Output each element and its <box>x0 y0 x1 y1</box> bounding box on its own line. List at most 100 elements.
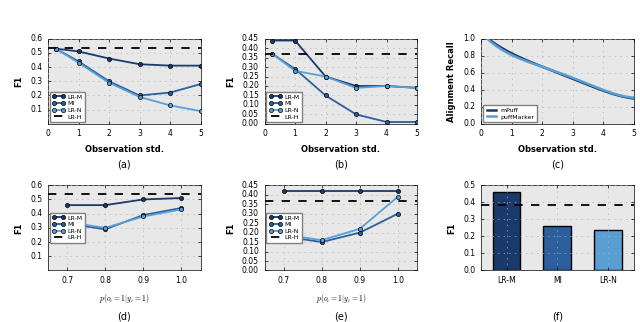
LR-N <box>196 109 204 113</box>
X-axis label: $p(o_i=1|y_i=1)$: $p(o_i=1|y_i=1)$ <box>99 292 150 305</box>
LR-N <box>140 214 147 218</box>
LR-M <box>291 39 299 43</box>
LR-N <box>177 207 185 211</box>
puffMarker <box>480 34 488 38</box>
MI <box>52 47 60 51</box>
LR-M <box>413 86 421 90</box>
LR-M <box>394 189 402 193</box>
LR-N <box>394 195 402 199</box>
puffMarker <box>616 93 623 97</box>
mPuff <box>606 91 614 95</box>
Text: (d): (d) <box>117 311 131 321</box>
LR-M <box>52 47 60 51</box>
MI <box>63 222 71 225</box>
MI <box>394 212 402 216</box>
LR-M <box>166 64 174 68</box>
MI <box>352 112 360 116</box>
Line: MI: MI <box>282 212 400 244</box>
LR-M <box>177 196 185 200</box>
MI <box>75 60 83 63</box>
LR-N <box>52 47 60 51</box>
MI <box>318 240 326 244</box>
Y-axis label: F1: F1 <box>226 75 235 87</box>
Text: (b): (b) <box>334 160 348 170</box>
puffMarker <box>606 90 614 94</box>
Y-axis label: Alignment Recall: Alignment Recall <box>447 41 456 122</box>
LR-H <box>260 52 268 56</box>
Line: LR-N: LR-N <box>54 46 203 113</box>
LR-M <box>136 62 143 66</box>
Bar <box>493 192 520 270</box>
MI <box>413 120 421 124</box>
Bar <box>594 230 622 270</box>
LR-M <box>383 84 390 88</box>
X-axis label: Observation std.: Observation std. <box>518 145 597 154</box>
Legend: LR-M, MI, LR-N, LR-H: LR-M, MI, LR-N, LR-H <box>266 92 301 122</box>
Line: MI: MI <box>270 52 419 124</box>
MI <box>196 82 204 86</box>
Bar <box>543 226 572 270</box>
Y-axis label: F1: F1 <box>14 222 24 234</box>
LR-H <box>75 46 83 50</box>
X-axis label: $p(o_i=1|y_i=1)$: $p(o_i=1|y_i=1)$ <box>316 292 366 305</box>
MI <box>268 52 276 56</box>
LR-N <box>280 232 287 236</box>
Legend: mPuff, puffMarker: mPuff, puffMarker <box>483 105 537 122</box>
puffMarker <box>481 34 488 38</box>
Line: MI: MI <box>65 206 184 232</box>
LR-N <box>63 220 71 224</box>
LR-M <box>105 57 113 61</box>
MI <box>383 120 390 124</box>
LR-N <box>352 86 360 90</box>
Line: LR-N: LR-N <box>270 52 419 90</box>
MI <box>166 91 174 95</box>
LR-H <box>291 52 299 56</box>
puffMarker <box>630 96 637 99</box>
Text: (c): (c) <box>551 160 564 170</box>
Y-axis label: F1: F1 <box>14 75 24 87</box>
X-axis label: Observation std.: Observation std. <box>84 145 164 154</box>
Line: LR-M: LR-M <box>54 46 203 68</box>
MI <box>105 79 113 83</box>
Line: LR-M: LR-M <box>65 196 184 207</box>
Line: MI: MI <box>54 46 203 98</box>
LR-M <box>322 75 330 79</box>
mPuff <box>480 33 488 37</box>
MI <box>356 231 364 234</box>
LR-M <box>196 64 204 68</box>
X-axis label: Observation std.: Observation std. <box>301 145 380 154</box>
MI <box>101 227 109 231</box>
LR-N <box>291 69 299 73</box>
Legend: LR-M, MI, LR-N, LR-H: LR-M, MI, LR-N, LR-H <box>50 92 85 122</box>
MI <box>280 234 287 238</box>
LR-N <box>413 86 421 90</box>
LR-M <box>318 189 326 193</box>
LR-N <box>101 226 109 230</box>
LR-N <box>318 238 326 242</box>
MI <box>177 206 185 210</box>
LR-N <box>356 227 364 231</box>
Y-axis label: F1: F1 <box>226 222 235 234</box>
LR-H <box>44 46 52 50</box>
Line: mPuff: mPuff <box>484 35 634 99</box>
mPuff <box>481 34 488 38</box>
LR-N <box>383 84 390 88</box>
mPuff <box>570 77 577 81</box>
LR-M <box>268 39 276 43</box>
LR-N <box>268 52 276 56</box>
mPuff <box>616 94 623 98</box>
puffMarker <box>569 76 577 80</box>
mPuff <box>630 97 637 100</box>
Legend: LR-M, MI, LR-N, LR-H: LR-M, MI, LR-N, LR-H <box>50 213 85 243</box>
LR-M <box>280 189 287 193</box>
LR-N <box>105 81 113 85</box>
LR-N <box>322 75 330 79</box>
MI <box>136 93 143 97</box>
LR-N <box>136 95 143 99</box>
MI <box>140 213 147 217</box>
puffMarker <box>570 76 577 80</box>
LR-M <box>75 50 83 53</box>
LR-N <box>166 103 174 107</box>
Line: LR-M: LR-M <box>282 189 400 193</box>
Legend: LR-M, MI, LR-N, LR-H: LR-M, MI, LR-N, LR-H <box>266 213 301 243</box>
